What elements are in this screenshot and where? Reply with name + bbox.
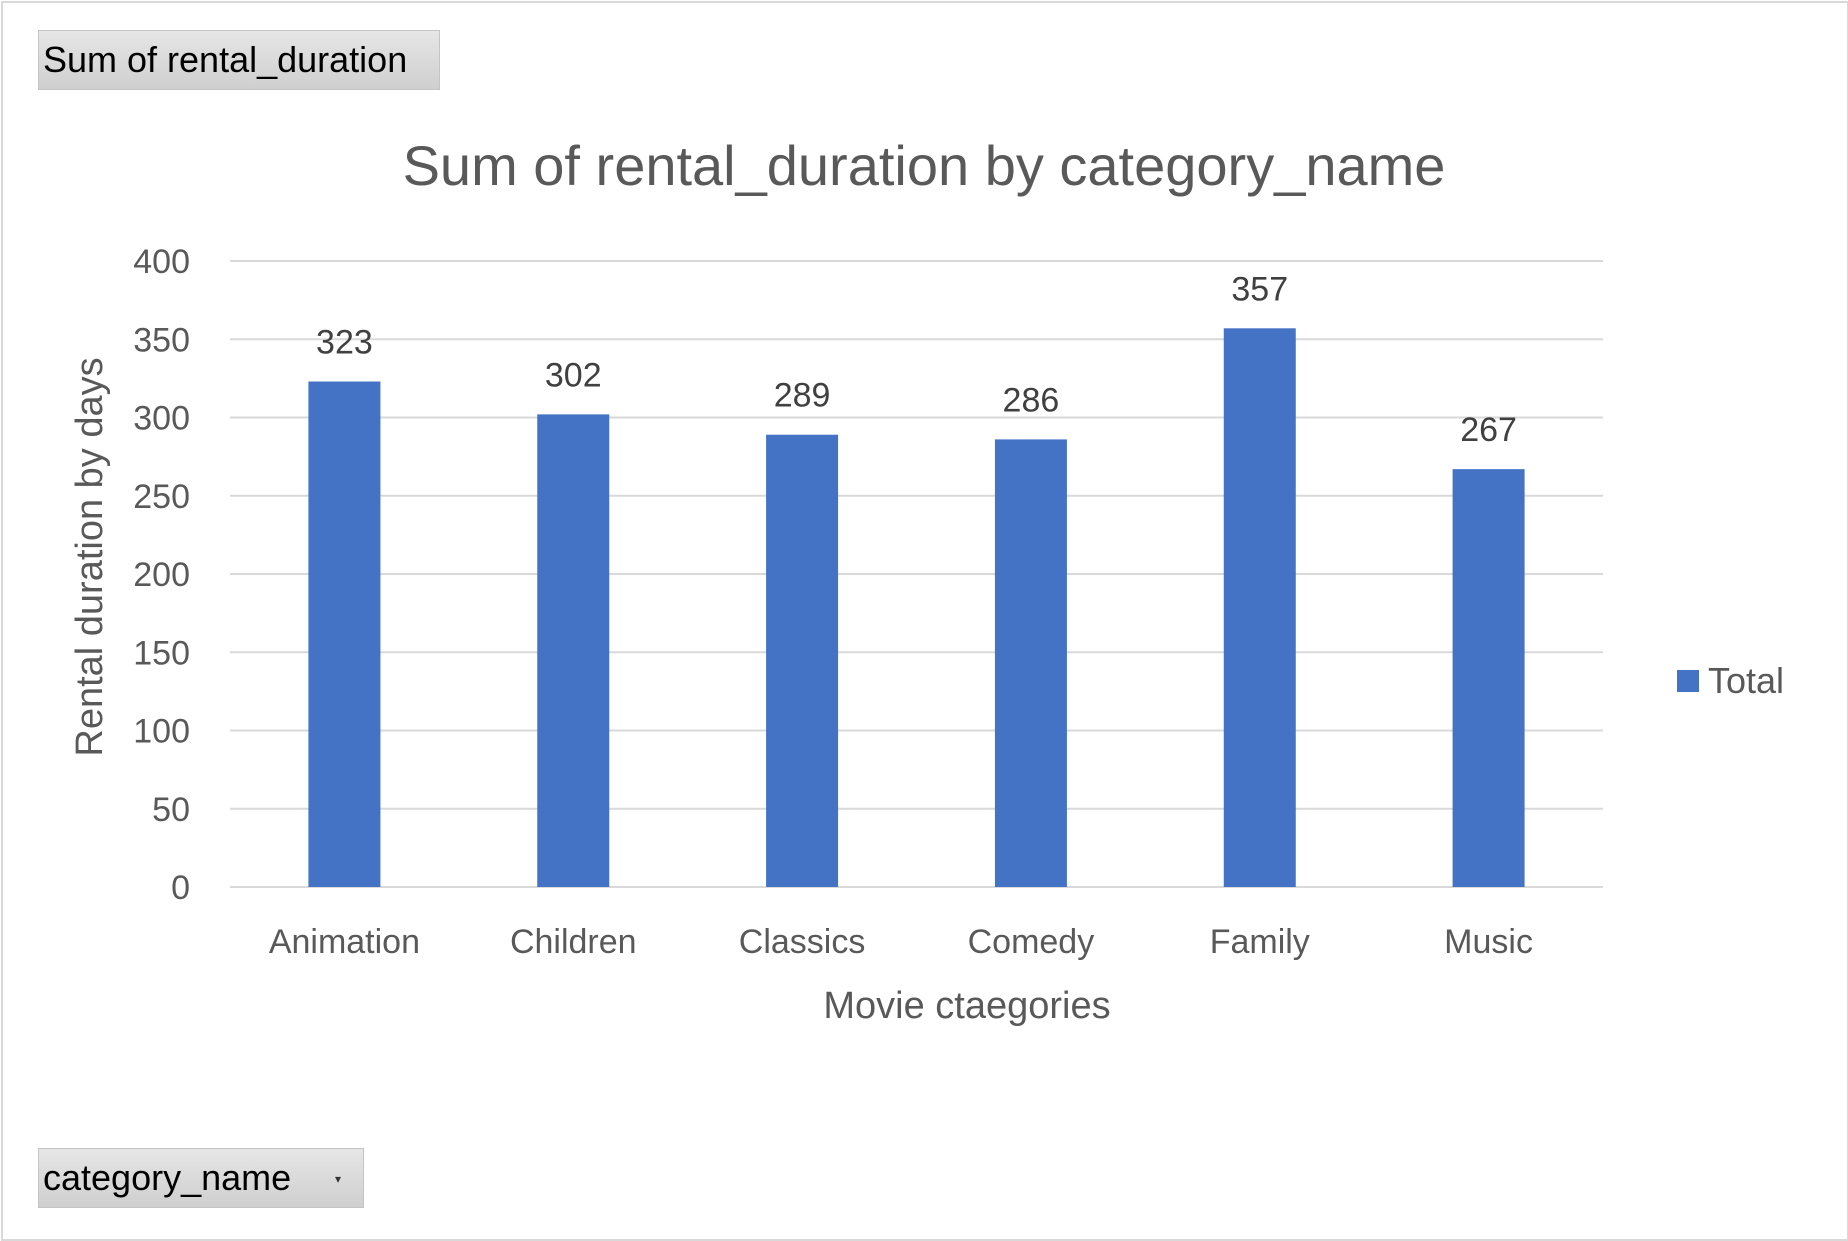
bar-family (1223, 328, 1296, 887)
chevron-down-icon[interactable]: ▾ (334, 1172, 341, 1186)
data-label: 289 (774, 377, 831, 415)
value-field-button[interactable]: Sum of rental_duration (38, 30, 440, 90)
x-tick-label: Children (510, 923, 637, 961)
data-labels: 323 302 289 286 357 267 (316, 270, 1517, 449)
x-axis-ticks: Animation Children Classics Comedy Family Mus… (269, 923, 1533, 961)
chart-title: Sum of rental_duration by category_name (403, 134, 1446, 197)
x-tick-label: Music (1444, 923, 1533, 961)
data-label: 286 (1003, 381, 1060, 419)
bar-children (537, 414, 610, 887)
y-axis-ticks: 0 50 100 150 200 250 300 350 400 (133, 243, 190, 907)
y-tick-label: 100 (133, 713, 190, 751)
y-tick-label: 300 (133, 400, 190, 438)
x-tick-label: Animation (269, 923, 420, 961)
x-axis-title: Movie ctaegories (823, 985, 1110, 1027)
y-tick-label: 200 (133, 556, 190, 594)
data-label: 267 (1460, 411, 1517, 449)
y-tick-label: 0 (171, 869, 190, 907)
x-tick-label: Family (1210, 923, 1310, 961)
bar-classics (766, 434, 839, 887)
y-axis-title: Rental duration by days (69, 357, 111, 756)
bar-animation (308, 381, 381, 887)
data-label: 323 (316, 324, 373, 362)
bar-music (1452, 469, 1525, 887)
data-label: 302 (545, 356, 602, 394)
legend-swatch-total (1677, 670, 1699, 692)
axis-field-label: category_name (43, 1157, 292, 1198)
bar-comedy (994, 439, 1067, 887)
y-tick-label: 400 (133, 243, 190, 281)
axis-field-button[interactable]: category_name ▾ (38, 1148, 364, 1208)
x-tick-label: Classics (739, 923, 866, 961)
bars (308, 328, 1525, 887)
legend: Total (1677, 660, 1784, 701)
y-tick-label: 250 (133, 478, 190, 516)
x-tick-label: Comedy (968, 923, 1095, 961)
y-tick-label: 50 (152, 791, 190, 829)
gridlines (230, 260, 1603, 888)
data-label: 357 (1231, 270, 1288, 308)
y-tick-label: 350 (133, 321, 190, 359)
legend-label-total: Total (1708, 660, 1784, 701)
value-field-label: Sum of rental_duration (43, 39, 408, 80)
y-tick-label: 150 (133, 634, 190, 672)
